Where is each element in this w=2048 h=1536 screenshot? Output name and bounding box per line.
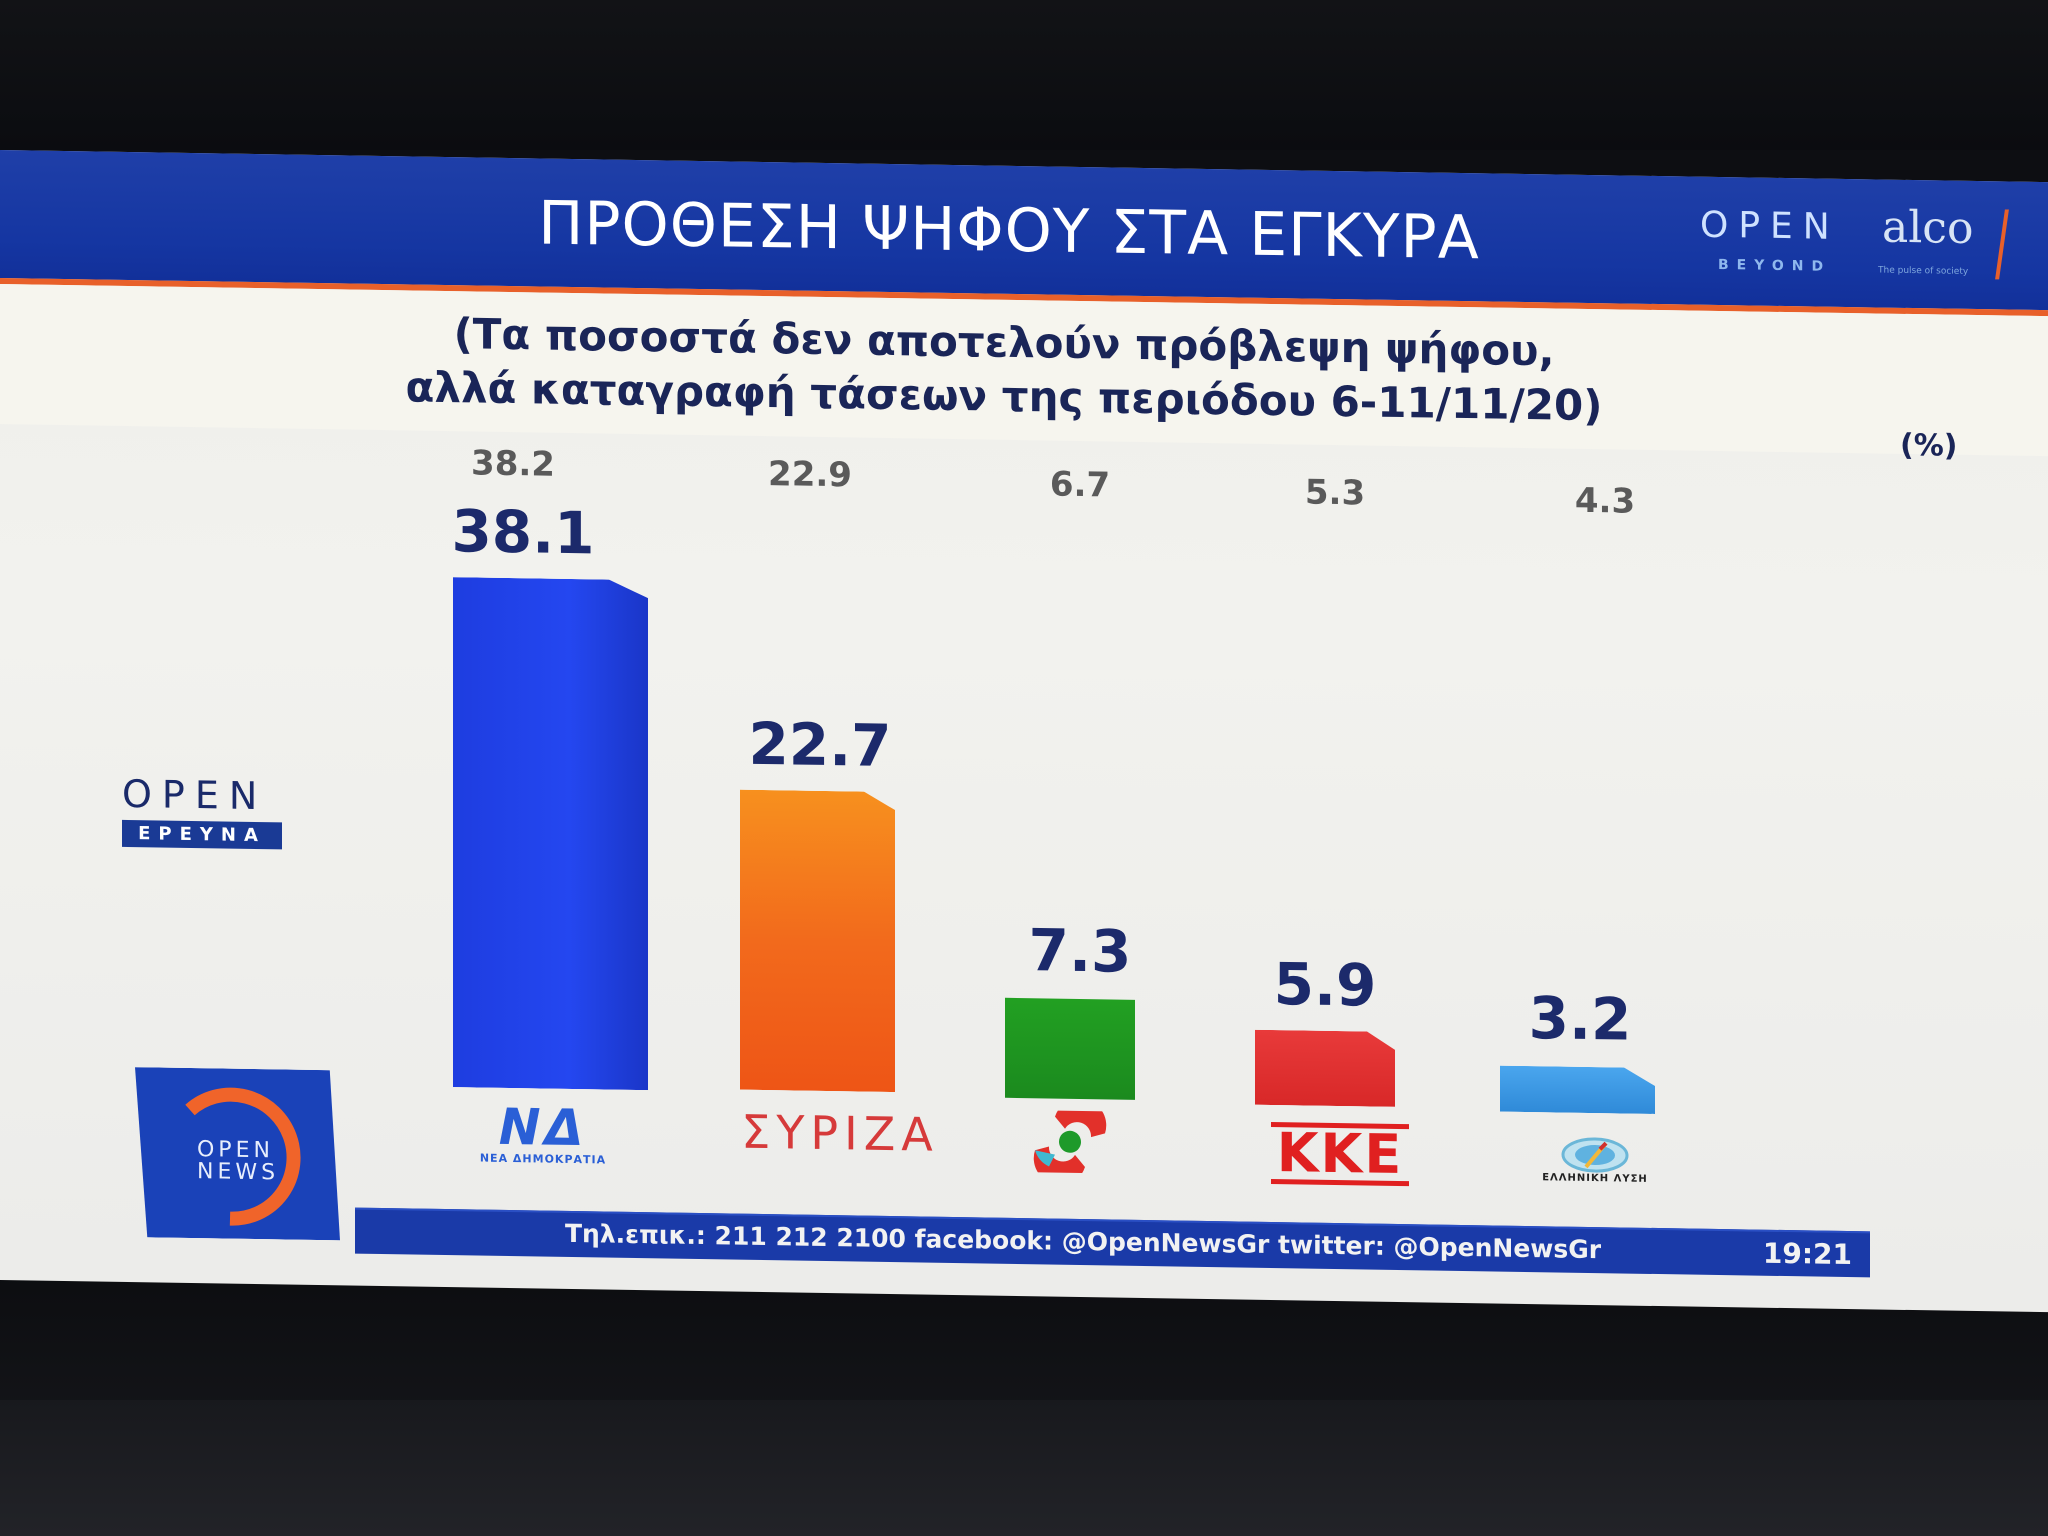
- party-logo-kke: ΚΚΕ: [1230, 1117, 1450, 1190]
- bar-group-kke: 5.3 5.9 ΚΚΕ: [1255, 170, 1435, 1303]
- party-logo-elliniki-lysi: ΕΛΛΗΝΙΚΗ ΛΥΣΗ: [1485, 1123, 1705, 1196]
- bar-elliniki-lysi: [1500, 1066, 1655, 1114]
- current-value: 3.2: [1528, 984, 1632, 1054]
- current-value: 22.7: [748, 709, 892, 781]
- previous-value: 22.9: [768, 454, 852, 496]
- bar-kke: [1255, 1030, 1395, 1107]
- party-logo-nd: ΝΔ ΝΕΑ ΔΗΜΟΚΡΑΤΙΑ: [433, 1097, 653, 1170]
- bar-group-nd: 38.2 38.1 ΝΔ ΝΕΑ ΔΗΜΟΚΡΑΤΙΑ: [451, 157, 633, 1290]
- background-room-top: [0, 0, 2048, 150]
- background-shelf: [0, 1400, 2048, 1536]
- bar-syriza: [740, 790, 895, 1092]
- current-value: 5.9: [1273, 950, 1377, 1020]
- bar-nd: [453, 577, 648, 1090]
- pasok-sun-icon: [1033, 1110, 1107, 1174]
- open-news-ring-icon: OPEN NEWS: [135, 1067, 340, 1240]
- elliniki-lysi-label: ΕΛΛΗΝΙΚΗ ΛΥΣΗ: [1542, 1171, 1648, 1185]
- party-logo-syriza: ΣΥΡΙΖΑ: [730, 1096, 950, 1169]
- nd-logo-icon: ΝΔ: [498, 1097, 588, 1157]
- channel-logo-line1: OPEN: [197, 1137, 274, 1163]
- bar-chart: 38.2 38.1 ΝΔ ΝΕΑ ΔΗΜΟΚΡΑΤΙΑ 22.9 22.7 ΣΥ…: [0, 150, 2048, 1312]
- kke-logo-wordmark: ΚΚΕ: [1270, 1121, 1410, 1187]
- bar-kinal: [1005, 997, 1135, 1100]
- ticker-text: Τηλ.επικ.: 211 212 2100 facebook: @OpenN…: [565, 1218, 1602, 1265]
- party-logo-kinal: [960, 1105, 1180, 1178]
- bar-group-kinal: 6.7 7.3: [1005, 166, 1185, 1299]
- syriza-logo-wordmark: ΣΥΡΙΖΑ: [741, 1104, 939, 1162]
- ticker-clock: 19:21: [1762, 1236, 1852, 1272]
- previous-value: 38.2: [471, 443, 555, 485]
- current-value: 38.1: [451, 497, 595, 568]
- previous-value: 6.7: [1049, 464, 1111, 506]
- elliniki-lysi-emblem-icon: [1561, 1137, 1629, 1173]
- previous-value: 5.3: [1304, 472, 1366, 514]
- bar-group-elliniki-lysi: 4.3 3.2 ΕΛΛΗΝΙΚΗ ΛΥΣΗ: [1500, 174, 1680, 1307]
- open-news-channel-logo: OPEN NEWS: [135, 1067, 340, 1240]
- current-value: 7.3: [1028, 916, 1132, 986]
- previous-value: 4.3: [1574, 480, 1636, 522]
- bar-group-syriza: 22.9 22.7 ΣΥΡΙΖΑ: [740, 162, 939, 1295]
- nd-logo-label: ΝΕΑ ΔΗΜΟΚΡΑΤΙΑ: [479, 1151, 607, 1167]
- channel-logo-line2: NEWS: [197, 1159, 279, 1185]
- tv-screen: ΠΡΟΘΕΣΗ ΨΗΦΟΥ ΣΤΑ ΕΓΚΥΡΑ OPEN BEYOND alc…: [0, 150, 2048, 1313]
